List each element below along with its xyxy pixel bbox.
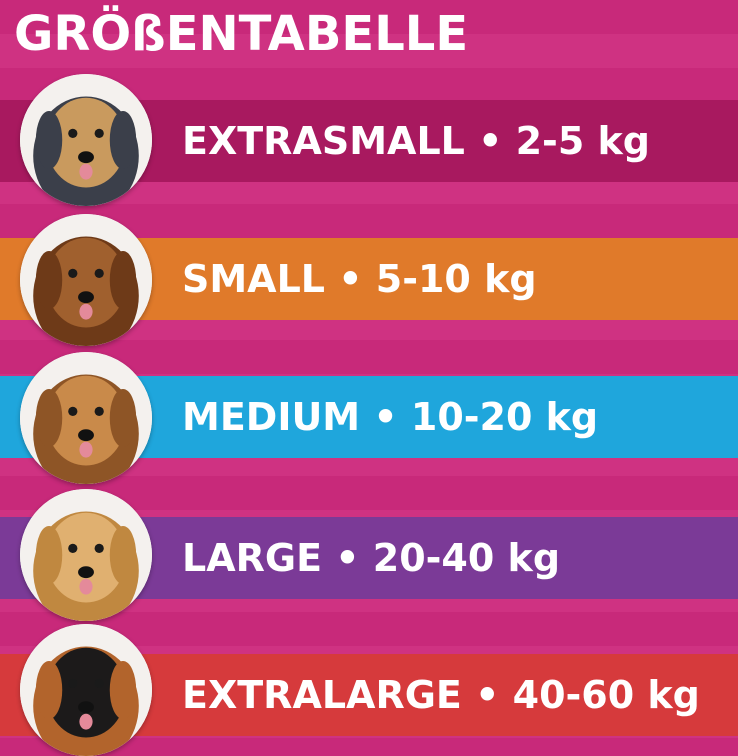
golden-retriever-photo	[20, 489, 152, 621]
size-label: SMALL • 5-10 kg	[182, 257, 537, 301]
yorkshire-terrier-photo	[20, 74, 152, 206]
size-label: EXTRALARGE • 40-60 kg	[182, 673, 700, 717]
bernese-mountain-dog-photo	[20, 624, 152, 756]
size-label: EXTRASMALL • 2-5 kg	[182, 119, 650, 163]
cocker-spaniel-photo	[20, 352, 152, 484]
size-label: MEDIUM • 10-20 kg	[182, 395, 599, 439]
dachshund-photo	[20, 214, 152, 346]
size-label: LARGE • 20-40 kg	[182, 536, 561, 580]
page-title: GRÖßENTABELLE	[14, 6, 469, 62]
